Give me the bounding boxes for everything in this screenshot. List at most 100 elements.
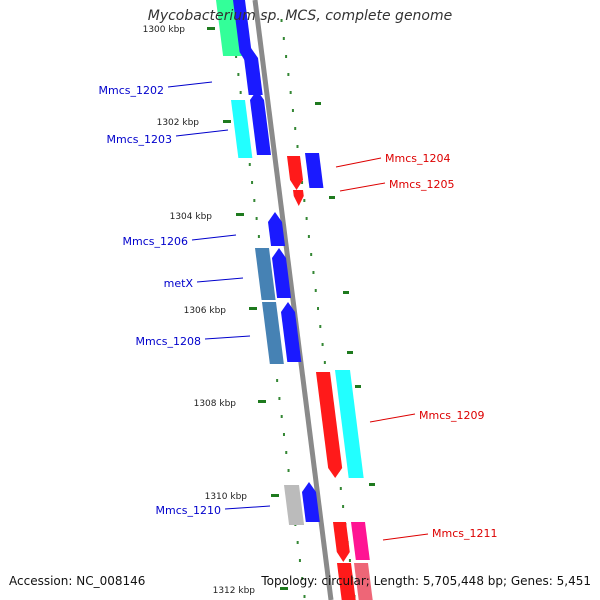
gene-block-cyan (231, 100, 253, 158)
gene-label: Mmcs_1204 (385, 152, 450, 165)
inner-ring-dot (301, 577, 304, 580)
gene-label: Mmcs_1202 (99, 84, 164, 97)
outer-ring-dot (310, 253, 313, 256)
inner-ring-dot (276, 379, 279, 382)
tick-mark (236, 213, 244, 216)
gene-arrow-blue (250, 90, 271, 155)
tick-mark (258, 400, 266, 403)
gene-label: Mmcs_1209 (419, 409, 484, 422)
gene-arrow-red (293, 190, 304, 206)
gene-arrow-blue (281, 302, 302, 362)
gene-label: Mmcs_1206 (123, 235, 188, 248)
outer-ring-dot (287, 73, 290, 76)
outer-ring-dot (321, 343, 324, 346)
inner-ring-dot (303, 595, 306, 598)
gene-label: Mmcs_1205 (389, 178, 454, 191)
gene-block-pink (351, 522, 370, 560)
gene-leader-line (339, 182, 386, 192)
inner-ring-dot (251, 181, 254, 184)
gene-arrow-red (316, 372, 343, 478)
outer-ring-mark (329, 196, 335, 199)
outer-ring-dot (314, 289, 317, 292)
outer-ring-dot (280, 19, 283, 22)
gene-label: metX (164, 277, 194, 290)
outer-ring-mark (347, 351, 353, 354)
outer-ring-dot (348, 559, 351, 562)
tick-label: 1310 kbp (205, 492, 248, 502)
inner-ring-dot (278, 397, 281, 400)
outer-ring-dot (303, 199, 306, 202)
gene-block-blue (305, 153, 324, 188)
gene-block-steel (255, 248, 276, 300)
tick-label: 1304 kbp (170, 212, 213, 222)
outer-ring-dot (317, 307, 320, 310)
gene-leader-line (175, 129, 229, 137)
tick-label: 1302 kbp (157, 118, 200, 128)
outer-ring-mark (369, 483, 375, 486)
inner-ring-dot (255, 217, 258, 220)
gene-block-salmon (354, 563, 373, 600)
tick-mark (223, 120, 231, 123)
tick-mark (207, 27, 215, 30)
inner-ring-dot (296, 541, 299, 544)
gene-label: Mmcs_1210 (156, 504, 221, 517)
gene-arrow-red (333, 522, 350, 562)
gene-block-cyan (335, 370, 364, 478)
genome-backbone (252, 0, 334, 600)
gene-label: Mmcs_1208 (136, 335, 201, 348)
outer-ring-dot (294, 127, 297, 130)
inner-ring-dot (253, 199, 256, 202)
gene-arrow-blue (233, 0, 252, 62)
outer-ring-mark (315, 102, 321, 105)
outer-ring-dot (323, 361, 326, 364)
outer-ring-dot (312, 271, 315, 274)
tick-label: 1312 kbp (213, 586, 256, 596)
tick-label: 1306 kbp (184, 306, 227, 316)
outer-ring-dot (289, 91, 292, 94)
gene-block-red (337, 563, 356, 600)
accession-text: Accession: NC_008146 (9, 574, 146, 588)
inner-ring-dot (280, 415, 283, 418)
inner-ring-dot (257, 235, 260, 238)
outer-ring-dot (307, 235, 310, 238)
gene-block-steel (262, 302, 284, 364)
tick-mark (271, 494, 279, 497)
gene-leader-line (224, 505, 271, 510)
gene-leader-line (191, 234, 237, 241)
outer-ring-dot (301, 181, 304, 184)
outer-ring-mark (355, 385, 361, 388)
outer-ring-dot (342, 505, 345, 508)
outer-ring-dot (319, 325, 322, 328)
outer-ring-mark (343, 291, 349, 294)
gene-arrow-blue (268, 212, 286, 246)
tick-mark (249, 307, 257, 310)
gene-leader-line (382, 533, 429, 541)
outer-ring-dot (282, 37, 285, 40)
gene-arrow-red (287, 156, 304, 190)
gene-leader-line (335, 157, 382, 168)
gene-leader-line (204, 335, 251, 340)
gene-leader-line (369, 413, 416, 423)
outer-ring-dot (296, 145, 299, 148)
gene-block-gray (284, 485, 305, 525)
map-title: Mycobacterium sp. MCS, complete genome (147, 8, 453, 24)
gene-leader-line (196, 277, 244, 283)
gene-arrow-blue (244, 48, 263, 95)
inner-ring-dot (282, 433, 285, 436)
outer-ring-dot (291, 109, 294, 112)
inner-ring-dot (248, 163, 251, 166)
outer-ring-dot (285, 55, 288, 58)
inner-ring-dot (235, 55, 238, 58)
gene-label: Mmcs_1203 (107, 133, 172, 146)
gene-label: Mmcs_1211 (432, 527, 497, 540)
gene-arrow-blue (272, 248, 292, 298)
gene-leader-line (167, 81, 213, 88)
tick-label: 1308 kbp (194, 399, 237, 409)
inner-ring-dot (285, 451, 288, 454)
inner-ring-dot (237, 73, 240, 76)
outer-ring-dot (305, 217, 308, 220)
outer-ring-dot (339, 487, 342, 490)
inner-ring-dot (287, 469, 290, 472)
gene-arrow-blue (302, 482, 320, 522)
